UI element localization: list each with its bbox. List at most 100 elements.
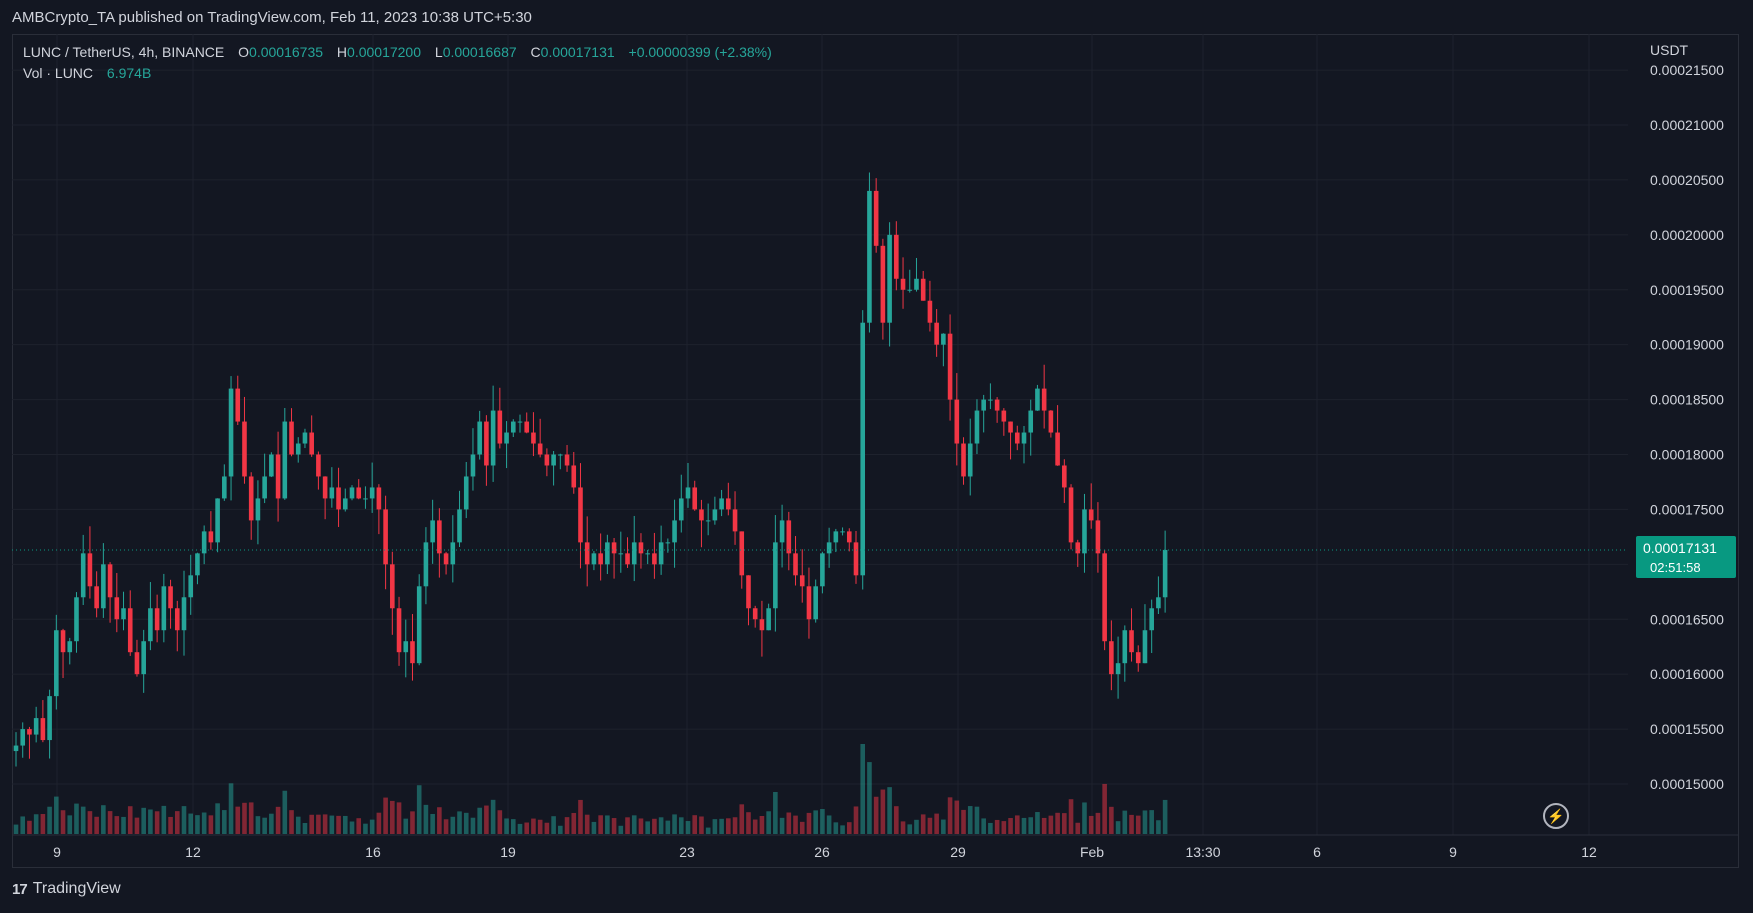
volume-bar	[383, 797, 388, 834]
candle-body	[1001, 410, 1007, 422]
volume-bar	[423, 804, 429, 834]
volume-bar	[13, 824, 19, 834]
time-tick-label: 19	[500, 844, 516, 860]
volume-bar	[1035, 812, 1040, 834]
close-value: 0.00017131	[540, 44, 615, 60]
candle-body	[631, 542, 637, 565]
candle-body	[107, 564, 113, 598]
volume-bar	[564, 817, 570, 834]
candle-body	[578, 487, 583, 543]
volume-bar	[195, 815, 200, 834]
candle-body	[161, 586, 167, 631]
open-label: O	[238, 44, 250, 60]
volume-bar	[282, 790, 288, 834]
price-tick-label: 0.00018500	[1650, 392, 1724, 408]
candle-body	[510, 421, 516, 433]
candle-body	[1162, 549, 1168, 598]
volume-bar	[289, 810, 294, 834]
volume-bar	[719, 818, 724, 834]
candle-body	[558, 454, 563, 456]
candle-body	[336, 487, 341, 510]
candle-body	[941, 333, 946, 345]
candle-body	[584, 542, 590, 565]
volume-label[interactable]: Vol · LUNC	[23, 65, 94, 81]
volume-bar	[584, 814, 590, 834]
footer-brand[interactable]: 17 TradingView	[12, 880, 121, 898]
time-tick-label: 26	[814, 844, 830, 860]
volume-bar	[1075, 822, 1081, 834]
currency-label: USDT	[1650, 42, 1689, 58]
volume-bar	[618, 825, 624, 834]
time-tick-label: 29	[950, 844, 966, 860]
candle-body	[591, 553, 597, 565]
volume-bar	[222, 810, 227, 834]
volume-bar	[551, 816, 556, 834]
volume-bar	[665, 820, 671, 834]
candle-body	[799, 575, 805, 587]
candle-body	[766, 608, 771, 631]
candle-body	[598, 553, 603, 565]
candle-body	[248, 476, 254, 521]
volume-bar	[746, 812, 751, 834]
volume-bar	[1109, 806, 1114, 834]
volume-bar	[793, 815, 798, 834]
candle-body	[652, 553, 657, 565]
candle-body	[222, 476, 227, 499]
time-tick-label: Feb	[1080, 844, 1104, 860]
candle-body	[134, 652, 140, 675]
lightning-icon[interactable]: ⚡	[1543, 803, 1569, 829]
volume-bar	[101, 805, 106, 834]
volume-bar	[947, 797, 953, 834]
candle-body	[309, 432, 314, 455]
candle-body	[1035, 388, 1040, 411]
candle-body	[1095, 520, 1101, 554]
volume-bar	[941, 819, 946, 834]
volume-bar	[410, 811, 415, 834]
volume-bar	[927, 817, 933, 834]
price-tick-label: 0.00015500	[1650, 721, 1724, 737]
candle-body	[33, 718, 39, 735]
candle-body	[739, 531, 745, 576]
volume-bar	[1008, 818, 1013, 834]
candle-body	[994, 399, 1000, 411]
volume-bar	[396, 802, 402, 834]
volume-bar	[390, 800, 395, 834]
candle-body	[242, 421, 247, 477]
volume-bar	[571, 812, 577, 834]
volume-bar	[873, 796, 879, 834]
candle-body	[47, 696, 52, 741]
candle-body	[1149, 608, 1154, 631]
candle-body	[840, 531, 845, 533]
volume-bar	[437, 807, 442, 834]
candle-body	[504, 432, 509, 444]
volume-bar	[967, 806, 973, 834]
volume-bar	[275, 806, 281, 834]
price-tick-label: 0.00016500	[1650, 611, 1724, 627]
symbol-label[interactable]: LUNC / TetherUS, 4h, BINANCE	[23, 44, 225, 60]
volume-bar	[295, 816, 301, 834]
candle-body	[342, 498, 348, 510]
volume-bar	[806, 812, 812, 834]
volume-bar	[517, 823, 523, 834]
volume-bar	[994, 819, 1000, 834]
volume-bar	[732, 817, 738, 834]
candle-body	[443, 553, 449, 565]
candle-body	[154, 608, 160, 631]
volume-bar	[490, 799, 496, 834]
volume-bar	[60, 810, 66, 834]
volume-bar	[376, 812, 382, 834]
volume-bar	[497, 810, 503, 834]
high-label: H	[336, 44, 348, 60]
candle-body	[316, 454, 321, 477]
volume-bar	[87, 811, 93, 834]
candle-body	[181, 597, 187, 631]
volume-bar	[705, 827, 711, 834]
candle-body	[752, 608, 758, 620]
volume-bar	[33, 814, 39, 834]
volume-bar	[416, 785, 422, 834]
volume-bar	[127, 806, 133, 834]
volume-bar	[934, 813, 939, 834]
candle-body	[954, 399, 960, 444]
candle-body	[786, 520, 792, 554]
